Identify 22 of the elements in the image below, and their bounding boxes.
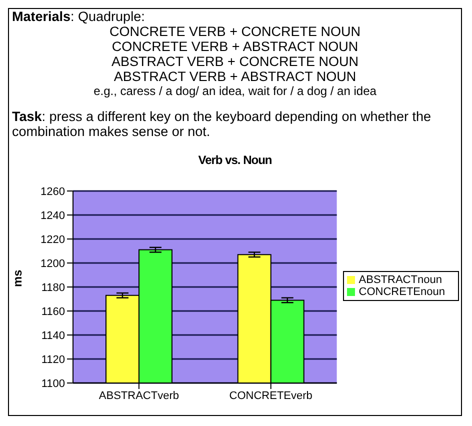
y-tick-label: 1200 [40,258,65,270]
legend-label: ABSTRACTnoun [358,274,442,286]
y-tick-label: 1240 [40,210,65,222]
text: Materials: Quadruple: [12,9,146,24]
x-tick-label: CONCRETEverb [229,390,312,402]
y-tick-label: 1160 [41,306,65,318]
y-tick-label: 1220 [40,234,65,246]
text: ABSTRACT VERB + ABSTRACT NOUN [112,69,358,84]
x-tick-label: ABSTRACTverb [98,390,179,402]
text: CONCRETE VERB + ABSTRACT NOUN [110,39,360,54]
chart-title: Verb vs. Noun [197,153,273,167]
y-tick-label: 1100 [41,378,65,390]
y-tick-label: 1120 [41,354,65,366]
y-tick-label: 1140 [41,330,65,342]
y-tick-label: 1260 [40,186,65,198]
y-axis-title: ms [10,269,24,287]
text: CONCRETE VERB + CONCRETE NOUN [108,24,362,39]
text: e.g., caress / a dog/ an idea, wait for / a dog / an idea [92,84,378,99]
y-tick-label: 1180 [41,282,65,294]
text: Task: press a different key on the keyboard depending on whether the combination makes sense or not. [12,109,432,139]
legend-label: CONCRETEnoun [358,286,445,298]
text: ABSTRACT VERB + CONCRETE NOUN [110,54,360,69]
